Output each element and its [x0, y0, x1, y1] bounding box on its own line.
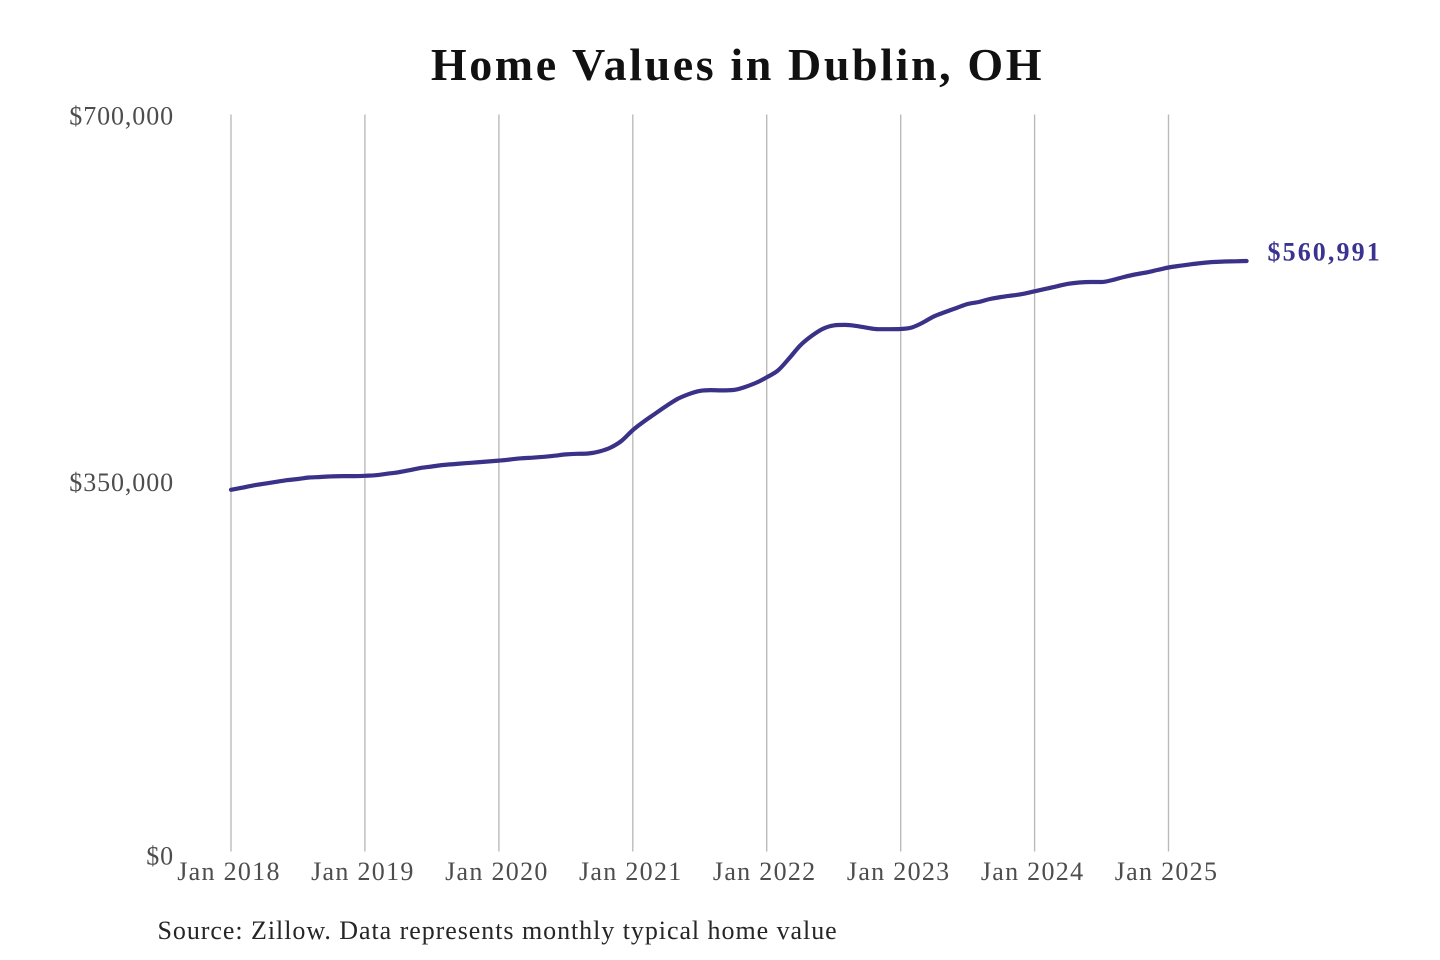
- svg-text:$350,000: $350,000: [69, 468, 174, 497]
- svg-text:Source: Zillow. Data represent: Source: Zillow. Data represents monthly …: [158, 916, 838, 945]
- svg-text:Jan 2019: Jan 2019: [311, 857, 415, 886]
- svg-text:Jan 2025: Jan 2025: [1115, 857, 1219, 886]
- svg-text:Jan 2021: Jan 2021: [579, 857, 683, 886]
- svg-text:Jan 2024: Jan 2024: [981, 857, 1085, 886]
- svg-text:Jan 2018: Jan 2018: [177, 857, 281, 886]
- svg-text:Jan 2020: Jan 2020: [445, 857, 549, 886]
- svg-text:$700,000: $700,000: [69, 101, 174, 130]
- svg-text:$0: $0: [146, 841, 174, 870]
- svg-text:Jan 2022: Jan 2022: [713, 857, 817, 886]
- svg-text:$560,991: $560,991: [1268, 237, 1382, 266]
- svg-text:Jan 2023: Jan 2023: [847, 857, 951, 886]
- svg-text:Home Values in Dublin, OH: Home Values in Dublin, OH: [431, 39, 1044, 90]
